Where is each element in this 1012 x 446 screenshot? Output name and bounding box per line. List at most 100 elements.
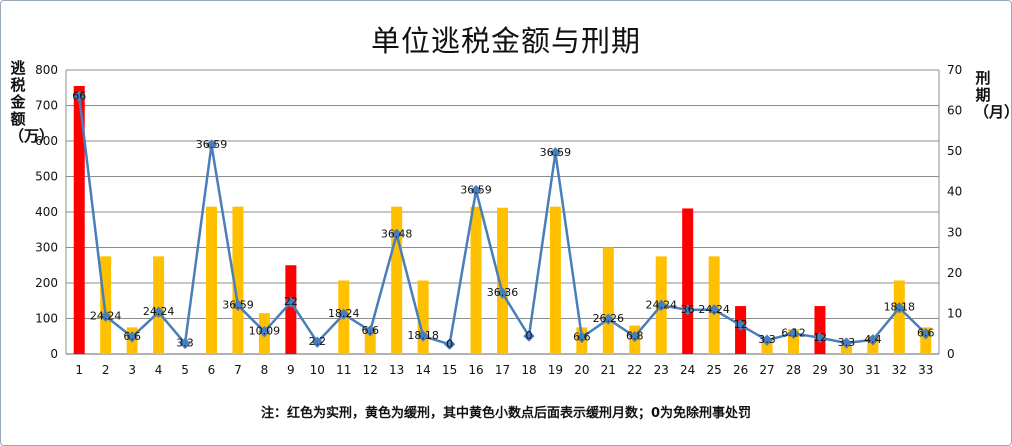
data-label: 6.6 bbox=[917, 327, 935, 340]
y-tick-label: 0 bbox=[50, 347, 58, 361]
x-tick-label: 1 bbox=[75, 363, 83, 377]
y-tick-label: 700 bbox=[35, 99, 58, 113]
x-tick-label: 2 bbox=[102, 363, 110, 377]
line-marker bbox=[523, 330, 535, 342]
data-label: 24.24 bbox=[698, 303, 730, 316]
x-tick-label: 13 bbox=[389, 363, 404, 377]
bar bbox=[206, 206, 217, 354]
x-tick-label: 23 bbox=[654, 363, 669, 377]
data-label: 18.18 bbox=[884, 301, 916, 314]
bar bbox=[100, 256, 112, 354]
line-marker bbox=[285, 296, 297, 308]
y2-tick-label: 0 bbox=[947, 347, 955, 361]
data-label: 3.3 bbox=[758, 333, 776, 346]
x-tick-label: 9 bbox=[287, 363, 295, 377]
y2-tick-label: 10 bbox=[947, 306, 962, 320]
line-marker bbox=[496, 287, 509, 299]
x-tick-label: 12 bbox=[363, 363, 378, 377]
data-label: 3.3 bbox=[176, 336, 194, 349]
line-marker bbox=[364, 325, 376, 337]
line-marker bbox=[920, 328, 932, 340]
bar bbox=[761, 339, 773, 354]
x-tick-label: 19 bbox=[548, 363, 563, 377]
line-marker bbox=[682, 304, 694, 316]
bar bbox=[417, 280, 429, 354]
data-label: 36.36 bbox=[487, 286, 519, 299]
data-label: 12 bbox=[734, 318, 748, 331]
y-tick-label: 800 bbox=[35, 63, 58, 77]
data-label: 36.59 bbox=[460, 183, 492, 196]
y2-tick-label: 40 bbox=[947, 185, 962, 199]
line-marker bbox=[708, 304, 720, 316]
y2-tick-label: 50 bbox=[947, 144, 962, 158]
line-marker bbox=[179, 337, 191, 350]
line-marker bbox=[629, 330, 641, 343]
y2-tick-label: 70 bbox=[947, 63, 962, 77]
y-tick-label: 500 bbox=[35, 170, 58, 184]
bar bbox=[920, 327, 932, 354]
x-tick-label: 29 bbox=[812, 363, 827, 377]
x-tick-label: 28 bbox=[786, 363, 801, 377]
x-tick-label: 10 bbox=[310, 363, 325, 377]
x-tick-label: 16 bbox=[468, 363, 483, 377]
data-label: 6.6 bbox=[573, 330, 591, 343]
data-label: 0 bbox=[525, 329, 532, 342]
data-label: 36.59 bbox=[222, 298, 254, 311]
bar bbox=[814, 306, 826, 354]
x-tick-label: 32 bbox=[892, 363, 907, 377]
line-marker bbox=[867, 334, 879, 346]
line-marker bbox=[126, 331, 138, 343]
line-marker bbox=[470, 184, 482, 197]
line-marker bbox=[205, 139, 218, 151]
line-marker bbox=[391, 228, 403, 240]
x-tick-label: 3 bbox=[128, 363, 136, 377]
x-tick-label: 27 bbox=[759, 363, 774, 377]
x-tick-label: 22 bbox=[627, 363, 642, 377]
y2-tick-label: 30 bbox=[947, 225, 962, 239]
line-marker bbox=[576, 331, 588, 344]
bar bbox=[364, 327, 376, 354]
bar bbox=[73, 85, 85, 354]
line-marker bbox=[443, 338, 456, 350]
data-label: 4.4 bbox=[864, 333, 882, 346]
x-tick-label: 24 bbox=[680, 363, 695, 377]
y-tick-label: 600 bbox=[35, 134, 58, 148]
data-label: 10.09 bbox=[249, 325, 281, 338]
chart-title: 单位逃税金额与刑期 bbox=[370, 24, 641, 58]
data-label: 22 bbox=[284, 295, 298, 308]
data-label: 6.6 bbox=[123, 330, 141, 343]
line-marker bbox=[258, 326, 271, 338]
bar bbox=[470, 206, 482, 354]
chart-note: 注：红色为实刑，黄色为缓刑，其中黄色小数点后面表示缓刑月数；0为免除刑事处罚 bbox=[260, 406, 752, 421]
data-label: 26.26 bbox=[593, 312, 625, 325]
x-tick-label: 26 bbox=[733, 363, 748, 377]
bar bbox=[840, 345, 852, 354]
x-tick-label: 6 bbox=[208, 363, 216, 377]
y-tick-label: 400 bbox=[35, 205, 58, 219]
x-tick-label: 20 bbox=[574, 363, 589, 377]
data-label: 6.6 bbox=[361, 324, 379, 337]
line-marker bbox=[311, 336, 323, 348]
x-tick-label: 33 bbox=[918, 363, 933, 377]
y2-tick-label: 60 bbox=[947, 104, 962, 118]
data-label: 12 bbox=[813, 331, 827, 344]
line-marker bbox=[338, 308, 350, 320]
y-tick-label: 300 bbox=[35, 241, 58, 255]
data-label: 24.24 bbox=[645, 298, 677, 311]
bar bbox=[602, 247, 614, 354]
data-label: 18.18 bbox=[407, 329, 439, 342]
data-label: 24.24 bbox=[90, 309, 122, 322]
x-tick-label: 15 bbox=[442, 363, 457, 377]
data-label: 2.2 bbox=[309, 335, 327, 348]
x-tick-label: 21 bbox=[601, 363, 616, 377]
x-tick-label: 11 bbox=[336, 363, 351, 377]
bar bbox=[391, 206, 403, 354]
data-label: 36.59 bbox=[196, 138, 228, 151]
data-label: 24.24 bbox=[143, 305, 175, 318]
bar bbox=[788, 329, 799, 354]
bar bbox=[285, 265, 297, 354]
data-label: 3.3 bbox=[838, 336, 856, 349]
data-label: 6.8 bbox=[626, 330, 644, 343]
x-tick-label: 4 bbox=[155, 363, 163, 377]
